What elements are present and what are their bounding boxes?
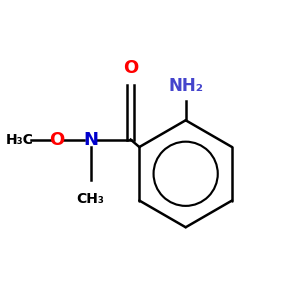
Text: CH₃: CH₃ bbox=[76, 192, 104, 206]
Text: N: N bbox=[83, 130, 98, 148]
Text: O: O bbox=[49, 130, 64, 148]
Text: O: O bbox=[123, 59, 138, 77]
Text: NH₂: NH₂ bbox=[168, 77, 203, 95]
Text: H₃C: H₃C bbox=[5, 133, 33, 147]
